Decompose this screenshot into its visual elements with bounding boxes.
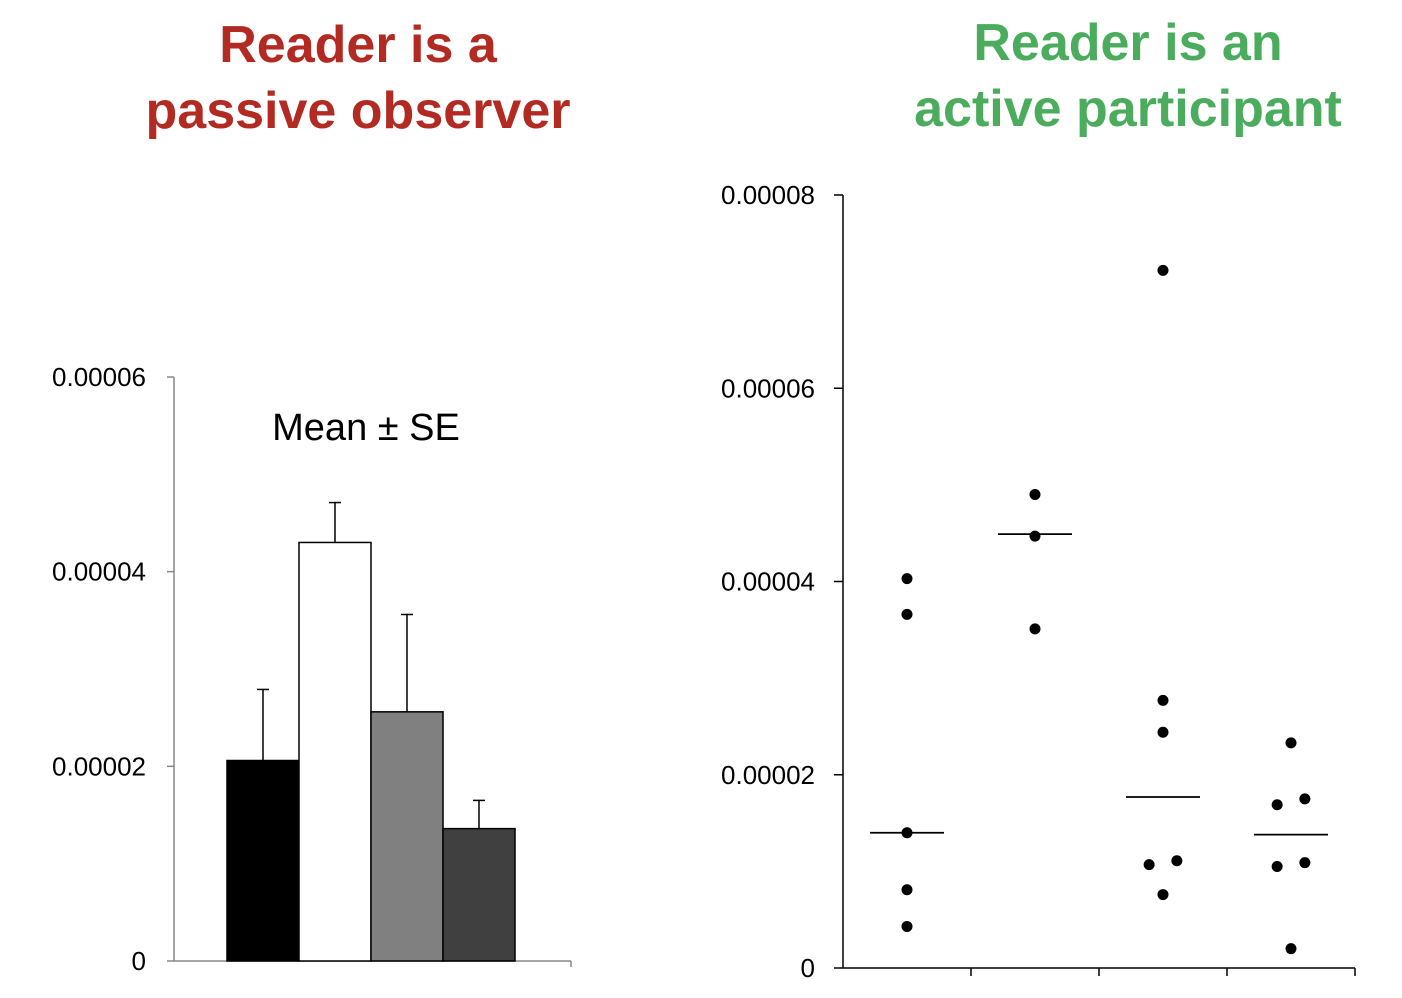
active-title-line-1: Reader is an <box>973 14 1283 72</box>
data-point <box>901 608 913 620</box>
y-tick-label: 0.00008 <box>721 180 815 210</box>
y-tick-label: 0 <box>132 946 146 976</box>
bar <box>370 711 444 962</box>
data-point <box>1157 264 1169 276</box>
active-scatter-chart: 0 0.00002 0.00004 0.00006 0.00008 <box>721 180 1356 983</box>
y-tick-label: 0 <box>801 953 815 983</box>
data-point <box>1299 793 1311 805</box>
data-point <box>1171 855 1183 867</box>
bar <box>442 827 516 962</box>
bar <box>298 541 372 962</box>
passive-title-line-1: Reader is a <box>219 16 497 74</box>
y-tick-label: 0.00006 <box>721 373 815 403</box>
passive-bar-chart: Mean ± SE 0 0.00002 0.00004 0.00006 <box>52 362 572 976</box>
data-point <box>1143 859 1155 871</box>
mean-se-annotation: Mean ± SE <box>272 407 460 449</box>
data-point <box>901 573 913 585</box>
data-point <box>901 827 913 839</box>
y-tick-label: 0.00004 <box>52 557 146 587</box>
y-tick-label: 0.00006 <box>52 362 146 392</box>
data-point <box>1285 943 1297 955</box>
passive-chart-title: Reader is a passive observer <box>100 12 616 144</box>
active-title-line-2: active participant <box>914 80 1342 138</box>
data-point <box>1299 857 1311 869</box>
data-point <box>1029 489 1041 501</box>
data-point <box>1157 694 1169 706</box>
passive-title-line-2: passive observer <box>145 82 571 140</box>
data-point <box>1029 623 1041 635</box>
data-point <box>1157 726 1169 738</box>
data-point <box>901 920 913 932</box>
data-point <box>1271 861 1283 873</box>
active-chart-title: Reader is an active participant <box>868 10 1388 142</box>
data-point <box>1271 799 1283 811</box>
y-tick-label: 0.00002 <box>721 760 815 790</box>
y-tick-label: 0.00004 <box>721 567 815 597</box>
data-point <box>1029 530 1041 542</box>
data-point <box>1157 889 1169 901</box>
data-point <box>1285 737 1297 749</box>
y-tick-label: 0.00002 <box>52 751 146 781</box>
bar <box>226 759 300 962</box>
data-point <box>901 884 913 896</box>
